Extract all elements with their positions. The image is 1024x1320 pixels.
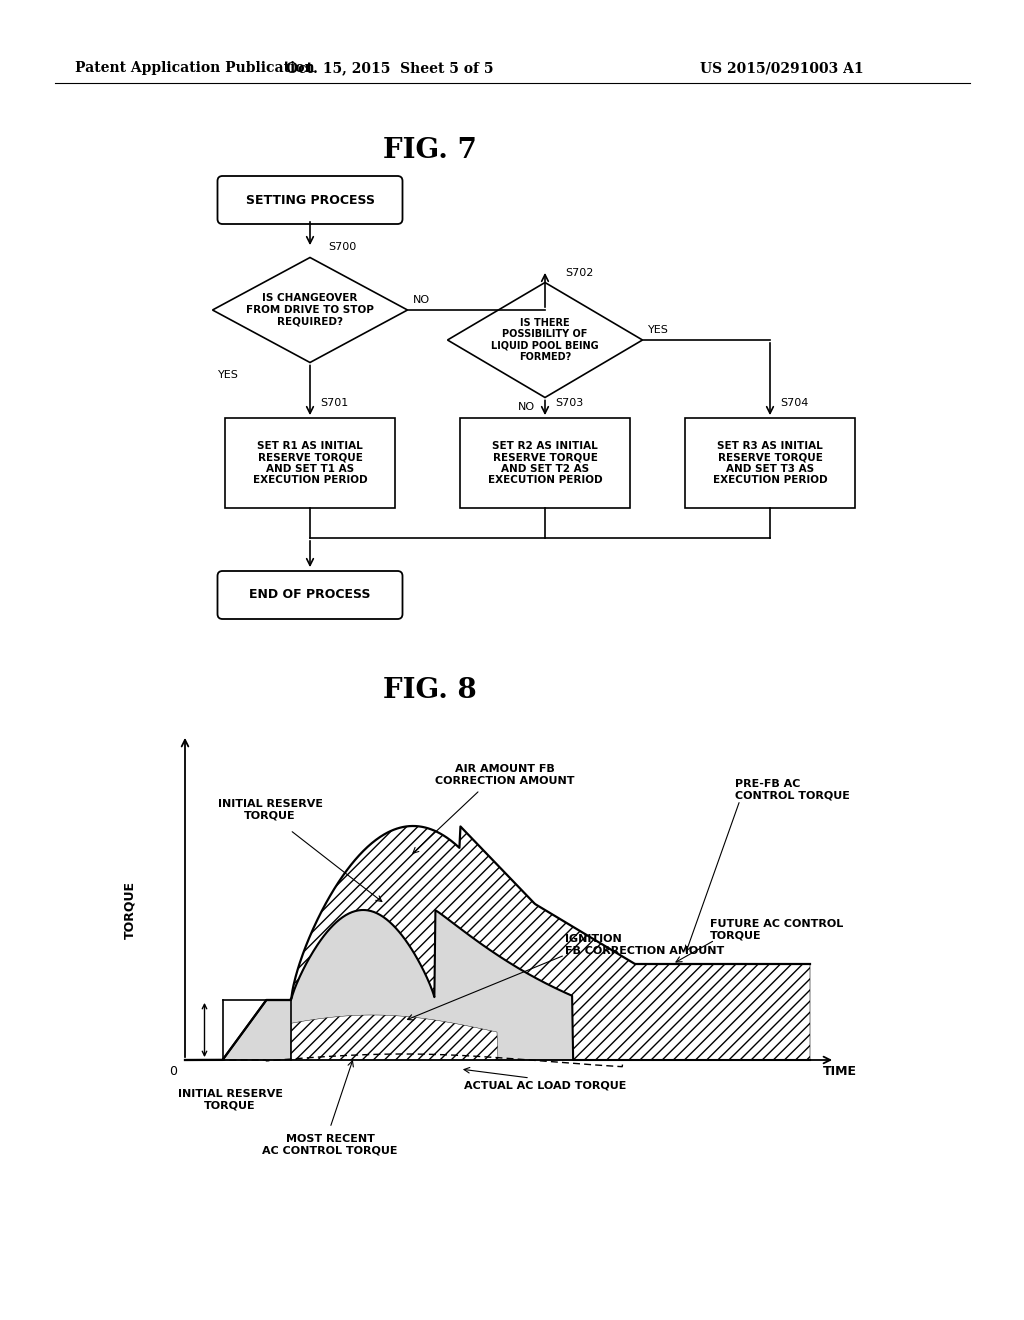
- Text: IS CHANGEOVER
FROM DRIVE TO STOP
REQUIRED?: IS CHANGEOVER FROM DRIVE TO STOP REQUIRE…: [246, 293, 374, 326]
- Text: FIG. 7: FIG. 7: [383, 136, 477, 164]
- Text: SET R3 AS INITIAL
RESERVE TORQUE
AND SET T3 AS
EXECUTION PERIOD: SET R3 AS INITIAL RESERVE TORQUE AND SET…: [713, 441, 827, 486]
- Text: TIME: TIME: [823, 1065, 857, 1078]
- Text: AIR AMOUNT FB
CORRECTION AMOUNT: AIR AMOUNT FB CORRECTION AMOUNT: [435, 764, 574, 785]
- Polygon shape: [213, 257, 408, 363]
- Text: S701: S701: [319, 399, 348, 408]
- Text: S702: S702: [565, 268, 593, 277]
- Text: INITIAL RESERVE
TORQUE: INITIAL RESERVE TORQUE: [177, 1089, 283, 1111]
- FancyBboxPatch shape: [217, 176, 402, 224]
- Text: Patent Application Publication: Patent Application Publication: [75, 61, 314, 75]
- Text: SET R2 AS INITIAL
RESERVE TORQUE
AND SET T2 AS
EXECUTION PERIOD: SET R2 AS INITIAL RESERVE TORQUE AND SET…: [487, 441, 602, 486]
- Text: S704: S704: [780, 399, 808, 408]
- Polygon shape: [447, 282, 642, 397]
- Text: YES: YES: [217, 371, 239, 380]
- Text: SET R1 AS INITIAL
RESERVE TORQUE
AND SET T1 AS
EXECUTION PERIOD: SET R1 AS INITIAL RESERVE TORQUE AND SET…: [253, 441, 368, 486]
- Text: PRE-FB AC
CONTROL TORQUE: PRE-FB AC CONTROL TORQUE: [735, 779, 850, 801]
- Text: FIG. 8: FIG. 8: [383, 676, 477, 704]
- Text: S700: S700: [328, 243, 356, 252]
- Text: ACTUAL AC LOAD TORQUE: ACTUAL AC LOAD TORQUE: [464, 1080, 627, 1090]
- Text: MOST RECENT
AC CONTROL TORQUE: MOST RECENT AC CONTROL TORQUE: [262, 1134, 397, 1156]
- Polygon shape: [185, 909, 810, 1060]
- Text: NO: NO: [518, 403, 535, 412]
- Text: YES: YES: [647, 325, 669, 335]
- Bar: [685, 418, 855, 508]
- Bar: [460, 418, 630, 508]
- FancyBboxPatch shape: [217, 572, 402, 619]
- Bar: [225, 418, 395, 508]
- Text: 0: 0: [169, 1065, 177, 1078]
- Text: IS THERE
POSSIBILITY OF
LIQUID POOL BEING
FORMED?: IS THERE POSSIBILITY OF LIQUID POOL BEIN…: [492, 318, 599, 363]
- Text: S703: S703: [555, 399, 584, 408]
- Text: FUTURE AC CONTROL
TORQUE: FUTURE AC CONTROL TORQUE: [710, 919, 843, 941]
- Text: Oct. 15, 2015  Sheet 5 of 5: Oct. 15, 2015 Sheet 5 of 5: [287, 61, 494, 75]
- Polygon shape: [185, 1015, 810, 1060]
- Text: NO: NO: [413, 294, 430, 305]
- Text: US 2015/0291003 A1: US 2015/0291003 A1: [700, 61, 863, 75]
- Text: END OF PROCESS: END OF PROCESS: [249, 589, 371, 602]
- Text: INITIAL RESERVE
TORQUE: INITIAL RESERVE TORQUE: [217, 799, 323, 821]
- Text: SETTING PROCESS: SETTING PROCESS: [246, 194, 375, 206]
- Text: TORQUE: TORQUE: [124, 880, 136, 939]
- Text: IGNITION
FB CORRECTION AMOUNT: IGNITION FB CORRECTION AMOUNT: [565, 935, 724, 956]
- Polygon shape: [185, 826, 810, 1060]
